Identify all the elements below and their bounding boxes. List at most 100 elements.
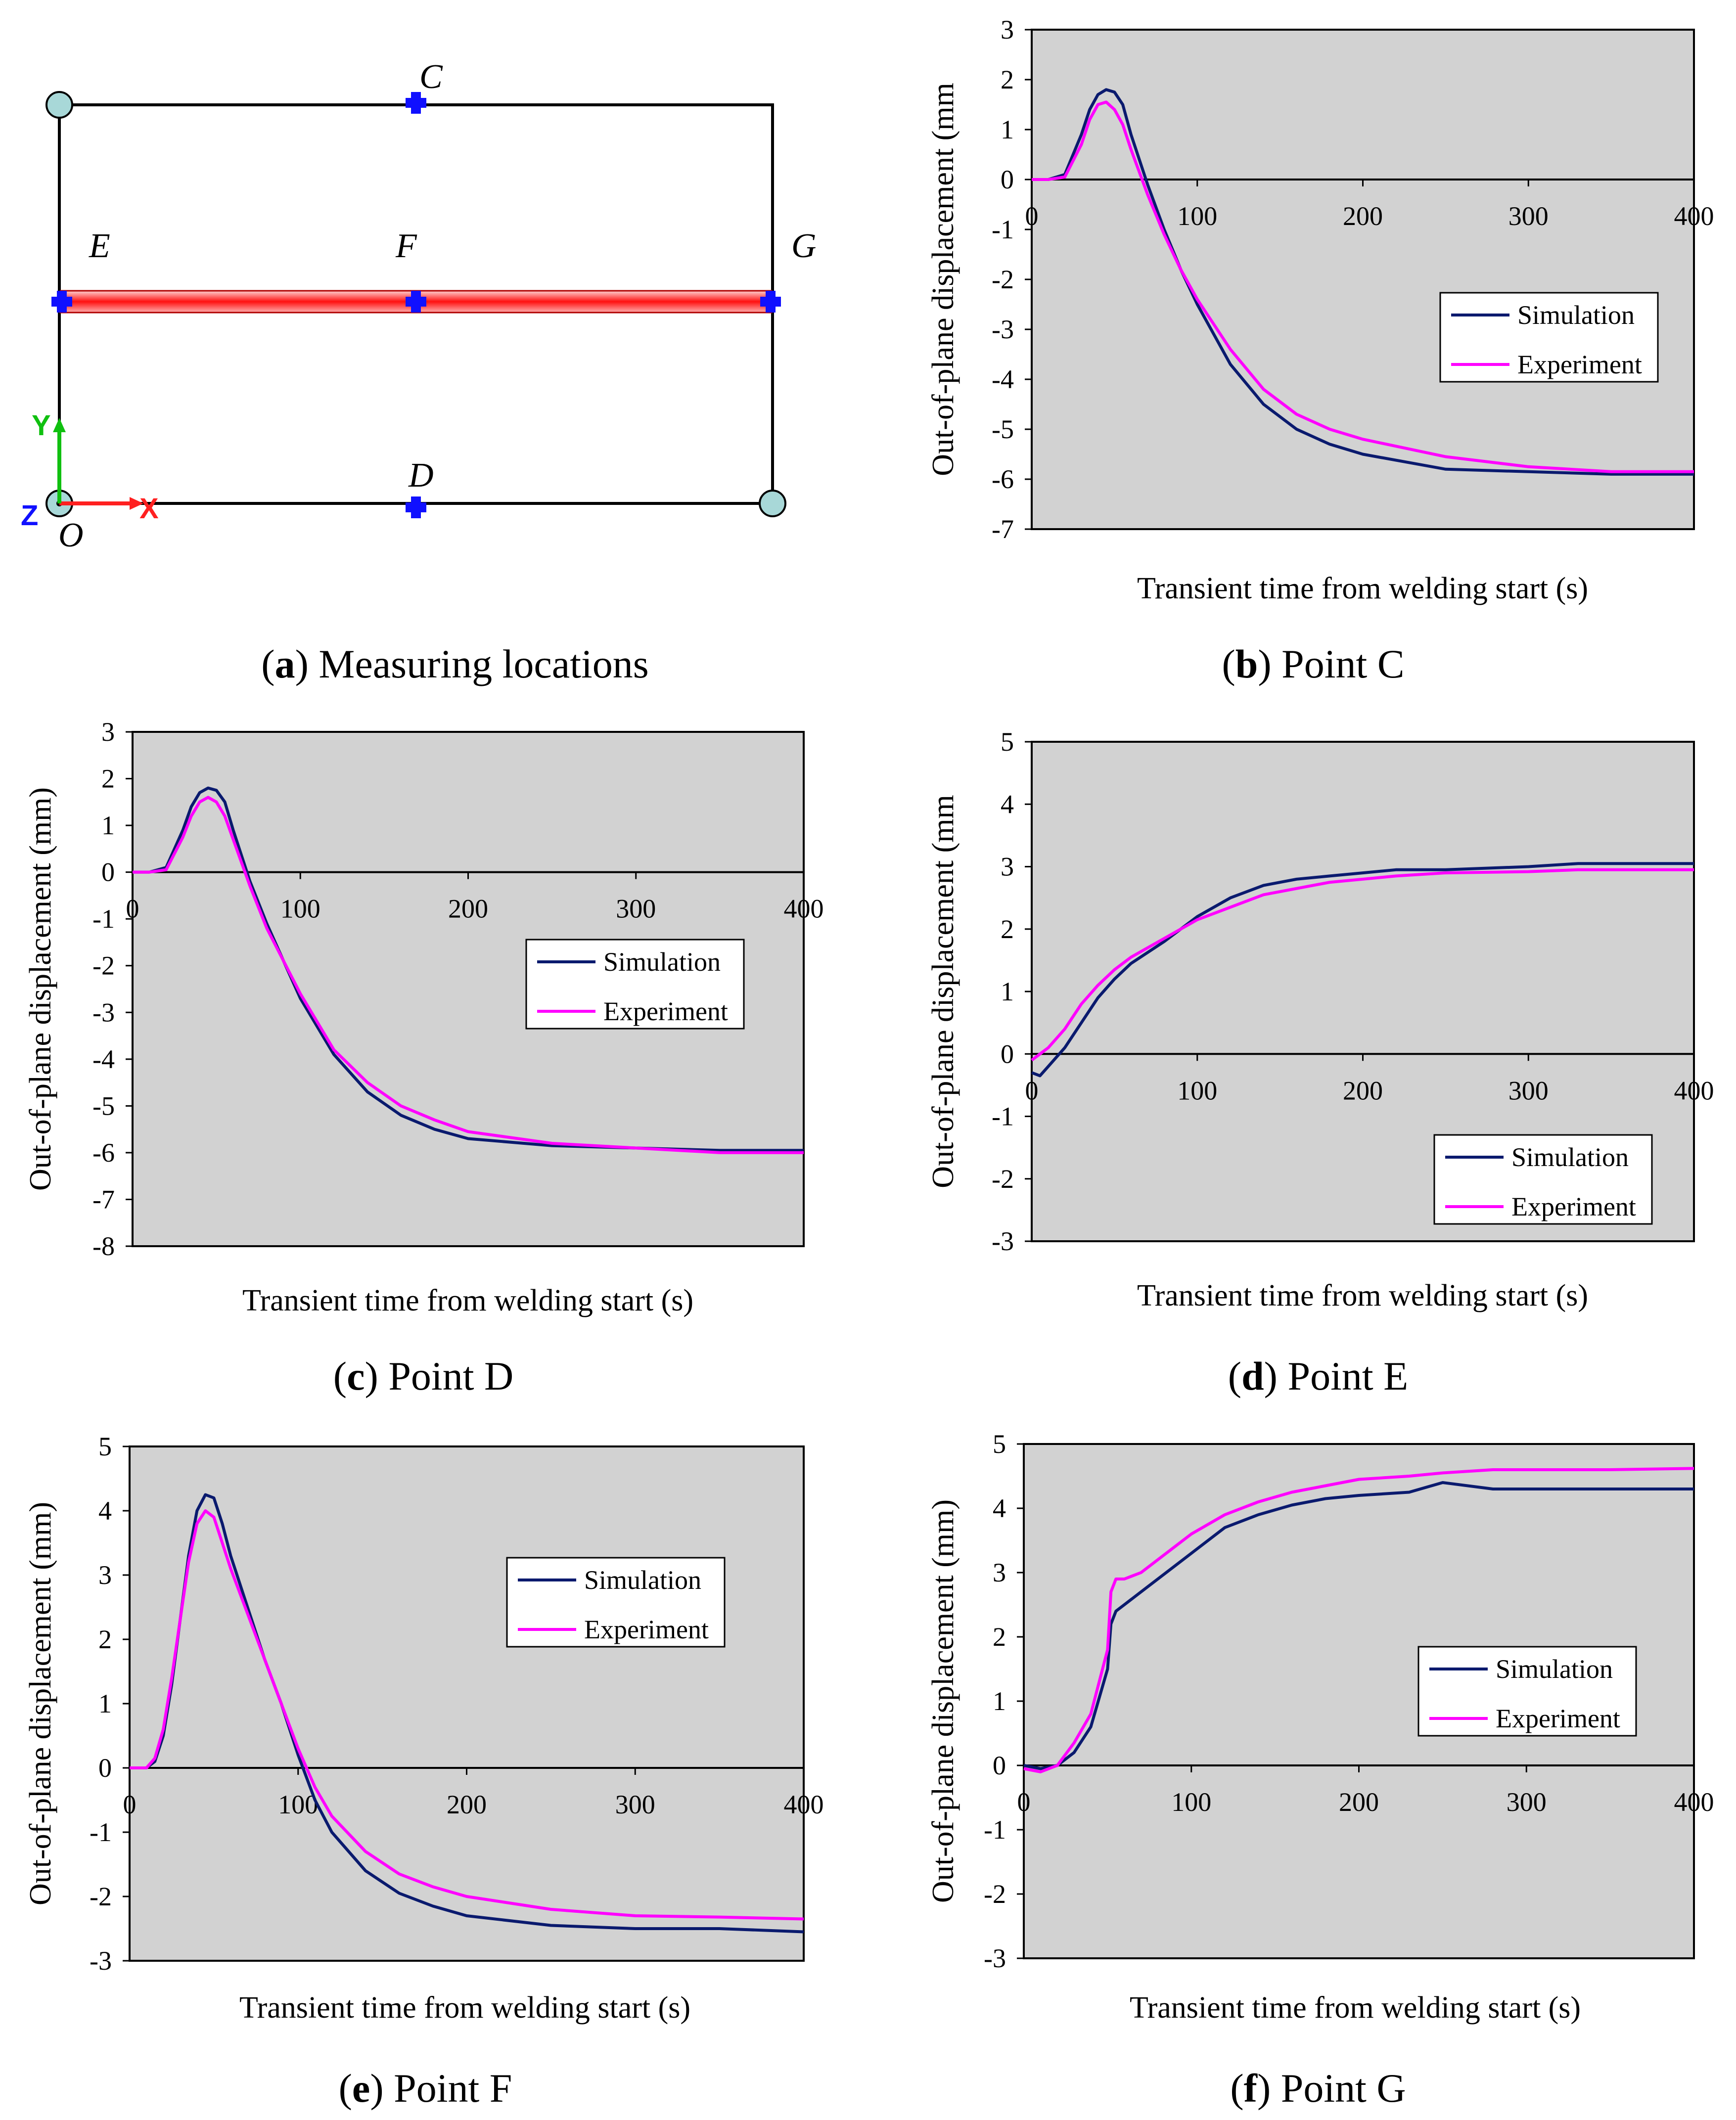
y-tick-label: -3	[92, 997, 115, 1027]
y-tick-label: 0	[993, 1751, 1006, 1780]
chart-point-d: 0 100 200 300 4003210-1-2-3-4-5-6-7-8Simulat…	[24, 717, 824, 1398]
x-tick-label: 400	[784, 1790, 824, 1819]
y-tick-label: -6	[992, 464, 1014, 494]
chart-point-c: 0 100 200 300 400 3 2 1 0 -1 -2 -3 -4 -5 -6 -7 Simulatio…	[926, 15, 1714, 686]
x-tick-label: 100	[1177, 201, 1217, 231]
marker-point-c	[406, 92, 426, 114]
series-line-experiment	[1023, 1467, 1694, 1773]
x-axis-label: Transient time from welding start (s)	[242, 1284, 693, 1317]
caption-a-letter: a	[275, 641, 295, 686]
y-tick-label: -5	[92, 1091, 115, 1121]
plot-area	[1031, 29, 1695, 530]
plot-area	[129, 1445, 805, 1962]
legend-label-simulation: Simulation	[584, 1565, 701, 1595]
legend-label-experiment: Experiment	[1496, 1704, 1620, 1733]
corner-marker-top-left	[46, 91, 73, 119]
x-tick-label: 400	[1674, 201, 1714, 231]
marker-point-e	[51, 291, 72, 313]
chart-point-e: 0 100 200 300 400 5 4 3 2 1 0 -1 -2 -3 Simulation Exper…	[926, 727, 1714, 1398]
caption-c-letter: c	[347, 1353, 365, 1398]
y-tick-label: 2	[1001, 65, 1014, 94]
x-tick-label: 200	[1339, 1787, 1379, 1817]
y-tick-label: -1	[92, 904, 115, 934]
series-line-simulation	[133, 786, 804, 1152]
measuring-locations-diagram: C D E F G O X Y Z (a) Measuring location…	[21, 58, 817, 686]
y-tick-label: 5	[1001, 727, 1014, 757]
y-axis-label: Out-of-plane displacement (mm)	[24, 787, 57, 1191]
y-tick-label: 4	[993, 1493, 1006, 1523]
label-point-g: G	[791, 227, 817, 265]
legend-box	[1417, 1646, 1637, 1737]
x-tick-label: 0	[123, 1790, 137, 1819]
series-line-simulation	[1031, 862, 1694, 1078]
y-tick-label: -1	[90, 1817, 112, 1847]
caption-c: (c) Point D	[333, 1353, 513, 1398]
y-tick-label: 1	[1001, 977, 1014, 1006]
series-line-experiment	[130, 1509, 804, 1921]
caption-b-letter: b	[1235, 641, 1258, 686]
y-tick-label: 3	[1001, 852, 1014, 882]
label-point-d: D	[408, 456, 434, 495]
y-tick-label: 2	[993, 1622, 1006, 1652]
x-tick-label: 100	[1177, 1076, 1217, 1105]
legend-label-simulation: Simulation	[1517, 300, 1635, 330]
caption-b-text: Point C	[1281, 641, 1404, 686]
y-tick-label: -3	[992, 1226, 1014, 1256]
x-axis-label: Transient time from welding start (s)	[239, 1991, 690, 2025]
x-tick-label: 200	[447, 1790, 487, 1819]
legend-box	[1439, 292, 1659, 383]
caption-b: (b) Point C	[1222, 641, 1404, 686]
x-tick-label: 200	[1343, 201, 1383, 231]
caption-c-text: Point D	[388, 1353, 513, 1398]
y-axis-label: Out-of-plane displacement (mm)	[926, 1499, 960, 1903]
x-tick-label: 300	[1508, 201, 1549, 231]
x-tick-label: 400	[1674, 1076, 1714, 1105]
series-line-simulation	[1023, 1481, 1694, 1770]
x-tick-label: 0	[1025, 201, 1039, 231]
caption-e: (e) Point F	[339, 2066, 512, 2111]
y-tick-label: -1	[984, 1815, 1006, 1845]
axis-y-label: Y	[32, 409, 51, 442]
caption-f-letter: f	[1244, 2066, 1258, 2111]
y-tick-label: 0	[101, 857, 115, 887]
series-line-experiment	[1031, 868, 1694, 1062]
y-tick-label: 3	[98, 1560, 112, 1590]
y-tick-label: -2	[90, 1882, 112, 1911]
caption-d: (d) Point E	[1228, 1353, 1409, 1398]
y-tick-label: 3	[101, 717, 115, 747]
y-tick-label: 1	[993, 1686, 1006, 1716]
y-tick-label: -7	[92, 1184, 115, 1214]
axis-z-label: Z	[21, 499, 38, 532]
y-tick-label: -3	[90, 1946, 112, 1976]
x-tick-label: 200	[448, 894, 488, 924]
caption-e-letter: e	[352, 2066, 370, 2111]
label-point-f: F	[395, 227, 417, 265]
y-tick-label: 1	[101, 811, 115, 840]
legend-label-experiment: Experiment	[584, 1615, 709, 1644]
chart-point-f: 0 100 200 300 400543210-1-2-3SimulationExper…	[24, 1432, 824, 2111]
y-tick-label: -4	[92, 1044, 115, 1074]
x-tick-label: 300	[1508, 1076, 1549, 1105]
y-tick-label: -8	[92, 1231, 115, 1261]
y-tick-label: 4	[98, 1496, 112, 1526]
caption-f: (f) Point G	[1230, 2066, 1406, 2111]
y-tick-label: 1	[1001, 115, 1014, 144]
y-tick-label: 2	[101, 764, 115, 794]
y-tick-label: 0	[1001, 165, 1014, 194]
y-tick-label: 2	[98, 1624, 112, 1654]
y-tick-label: -7	[992, 514, 1014, 544]
legend-box	[525, 939, 745, 1030]
legend-label-simulation: Simulation	[1496, 1654, 1613, 1684]
legend-label-experiment: Experiment	[1511, 1192, 1636, 1221]
series-line-experiment	[133, 796, 804, 1154]
series-line-simulation	[1032, 88, 1694, 476]
chart-point-g: 0 100 200 300 400 5 4 3 2 1 0 -1 -2 -3 Simulation Exper…	[926, 1429, 1714, 2111]
caption-a: (a) Measuring locations	[261, 641, 648, 686]
y-tick-label: 0	[1001, 1039, 1014, 1069]
marker-point-f	[406, 291, 426, 313]
x-axis-label: Transient time from welding start (s)	[1137, 572, 1588, 605]
legend: Simulation Experiment	[1433, 1134, 1653, 1225]
y-tick-label: -5	[992, 414, 1014, 444]
axis-x-arrowhead	[130, 497, 143, 510]
